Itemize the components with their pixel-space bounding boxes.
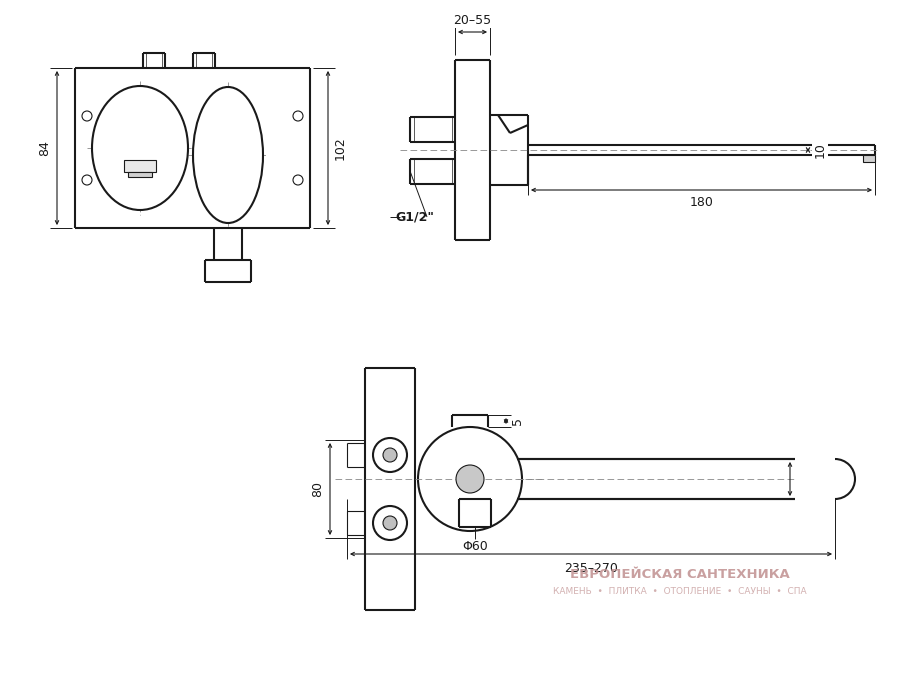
Text: 10: 10	[814, 142, 826, 158]
Ellipse shape	[193, 87, 263, 223]
Bar	[795, 457, 835, 501]
Text: 235–270: 235–270	[564, 561, 618, 574]
Text: Φ60: Φ60	[462, 541, 488, 554]
Text: 180: 180	[689, 196, 714, 208]
Bar	[124, 160, 156, 172]
Text: 40: 40	[797, 471, 811, 487]
Text: КАМЕНЬ  •  ПЛИТКА  •  ОТОПЛЕНИЕ  •  САУНЫ  •  СПА: КАМЕНЬ • ПЛИТКА • ОТОПЛЕНИЕ • САУНЫ • СП…	[554, 587, 806, 596]
Ellipse shape	[373, 506, 407, 540]
Text: 5: 5	[511, 417, 525, 425]
Text: 80: 80	[311, 481, 325, 497]
Ellipse shape	[418, 427, 522, 531]
Ellipse shape	[82, 111, 92, 121]
Ellipse shape	[815, 459, 855, 499]
Ellipse shape	[383, 448, 397, 462]
Ellipse shape	[293, 175, 303, 185]
Text: 20–55: 20–55	[454, 14, 491, 27]
Ellipse shape	[293, 111, 303, 121]
Ellipse shape	[373, 438, 407, 472]
Ellipse shape	[82, 175, 92, 185]
Ellipse shape	[383, 516, 397, 530]
Ellipse shape	[456, 465, 484, 493]
Bar	[863, 155, 875, 162]
Text: 102: 102	[334, 136, 346, 160]
Text: G1/2": G1/2"	[395, 210, 434, 223]
Text: ЕВРОПЕЙСКАЯ САНТЕХНИКА: ЕВРОПЕЙСКАЯ САНТЕХНИКА	[570, 569, 790, 581]
Text: 84: 84	[39, 140, 51, 156]
Ellipse shape	[92, 86, 188, 210]
Bar	[128, 172, 152, 177]
